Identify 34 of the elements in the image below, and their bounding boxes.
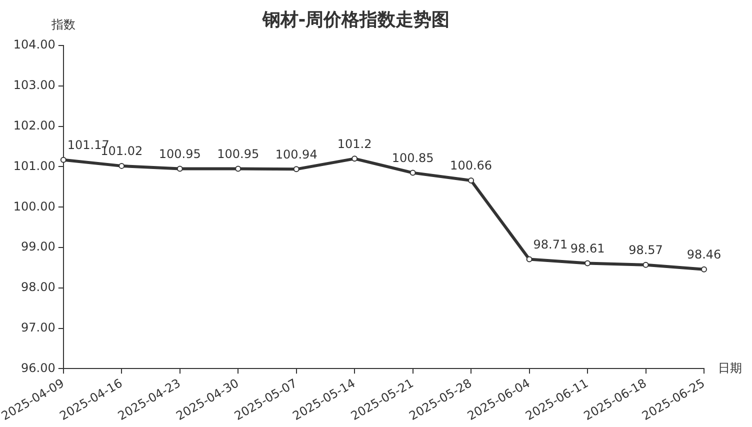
y-tick-label: 97.00 [21,320,56,334]
point [584,260,591,266]
point [176,166,183,172]
point [468,177,474,184]
y-tick-label: 104.00 [13,38,56,52]
data-label: 101.2 [337,136,372,151]
data-label: 100.66 [450,158,492,173]
x-axis-title: 日期 [718,360,742,375]
y-tick-label: 103.00 [13,78,56,92]
data-label: 98.61 [570,241,605,256]
point [352,156,358,162]
y-tick-label: 99.00 [21,240,56,254]
point [642,262,649,268]
point [410,170,416,176]
data-label: 100.85 [392,150,434,165]
point [526,256,532,262]
data-label: 98.57 [628,243,663,257]
y-tick-label: 101.00 [13,158,56,173]
data-label: 98.46 [686,247,722,262]
point [235,166,242,172]
point [701,266,707,272]
y-tick-label: 100.00 [13,199,56,214]
chart-title: 钢材-周价格指数走势图 [261,9,450,30]
point [60,156,66,163]
y-tick-label: 102.00 [13,118,56,132]
y-axis-title: 指数 [50,18,76,32]
data-label: 100.95 [217,146,260,161]
data-label: 98.71 [533,237,568,252]
y-tick-label: 96.00 [21,360,56,375]
point [118,162,125,169]
point [293,166,300,172]
data-label: 100.95 [158,146,201,161]
y-tick-label: 98.00 [21,280,56,294]
data-label: 100.94 [275,147,318,162]
